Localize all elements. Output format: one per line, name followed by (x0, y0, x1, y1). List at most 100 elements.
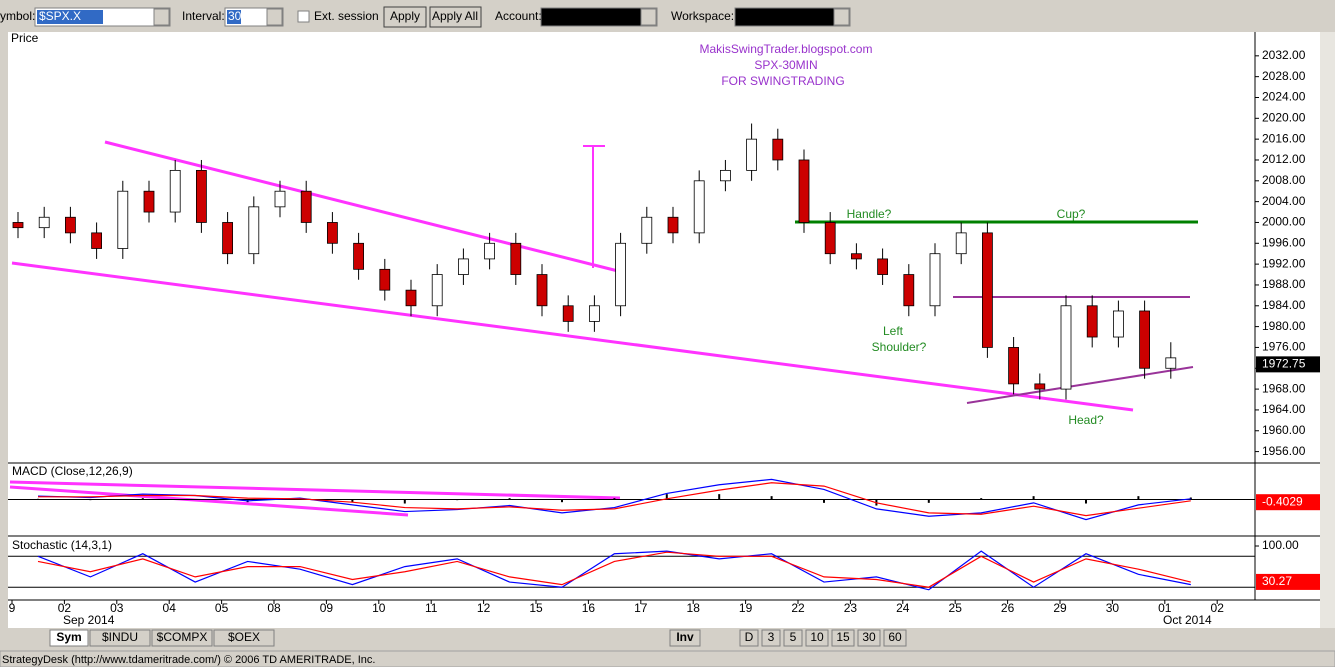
x-tick-label: 09 (320, 601, 334, 615)
candle-body (955, 232, 967, 255)
y-tick-label: 2016.00 (1262, 131, 1306, 145)
period-button[interactable] (883, 629, 907, 647)
y-tick-label: 1988.00 (1262, 277, 1306, 291)
last-price-label: 1972.75 (1262, 357, 1306, 371)
tab-label: $COMPX (157, 630, 208, 644)
candle-body (65, 216, 76, 234)
status-bar (0, 650, 1335, 667)
candle-body (195, 169, 207, 223)
apply-button[interactable] (383, 6, 427, 28)
tab-label: Sym (56, 630, 81, 644)
x-tick-label: 03 (110, 601, 124, 615)
candle-body (484, 242, 496, 260)
tab[interactable] (89, 629, 151, 647)
status-text: StrategyDesk (http://www.tdameritrade.co… (2, 654, 375, 666)
annotation: Handle? (847, 207, 892, 221)
y-tick-label: 1976.00 (1262, 340, 1306, 354)
candle-body (379, 268, 391, 291)
annotation: MakisSwingTrader.blogspot.com (700, 42, 873, 56)
x-tick-label: 16 (582, 601, 596, 615)
tab-label: $INDU (102, 630, 138, 644)
candle-body (720, 169, 731, 182)
apply-text: Apply (390, 9, 420, 23)
macd-line (37, 478, 1191, 521)
x-tick-label: 02 (1211, 601, 1225, 615)
macd-last-label: -0.4029 (1262, 494, 1303, 508)
candle-body (274, 190, 286, 208)
month-label: Oct 2014 (1163, 613, 1212, 627)
period-label: 15 (836, 630, 850, 644)
period-label: 10 (810, 630, 824, 644)
candle-body (12, 222, 24, 229)
dropdown-button[interactable] (266, 8, 283, 26)
macd-trend-line (9, 485, 409, 517)
candle-body (353, 242, 365, 270)
checkbox[interactable] (297, 10, 310, 23)
interval-value: 30 (228, 9, 242, 23)
left-gutter (0, 32, 8, 628)
y-tick-label: 1956.00 (1262, 444, 1306, 458)
chart-area (8, 32, 1320, 628)
k-line (37, 550, 1191, 591)
account-label: Account: (495, 9, 542, 23)
apply-all-button[interactable] (429, 6, 482, 28)
candle-body (982, 232, 993, 348)
x-tick-label: 17 (634, 601, 648, 615)
period-button[interactable] (761, 629, 781, 647)
candle-body (589, 305, 600, 322)
period-label: D (745, 630, 754, 644)
period-label: 60 (888, 630, 902, 644)
period-button[interactable] (783, 629, 803, 647)
scrollbar[interactable] (1320, 32, 1335, 628)
dropdown-button[interactable] (153, 8, 170, 26)
candle-body (457, 258, 469, 275)
dropdown-button[interactable] (640, 8, 657, 26)
period-button[interactable] (805, 629, 829, 647)
candle-body (1165, 357, 1177, 369)
x-tick-label: 02 (58, 601, 72, 615)
tab[interactable] (151, 629, 213, 647)
period-label: 3 (768, 630, 775, 644)
period-button[interactable] (669, 629, 701, 647)
y-tick-label: 2024.00 (1262, 90, 1306, 104)
period-button[interactable] (857, 629, 881, 647)
candle-body (117, 190, 129, 249)
period-label: Inv (676, 630, 694, 644)
x-tick-label: 9 (9, 601, 16, 615)
x-tick-label: 24 (896, 601, 910, 615)
panel-title: Stochastic (14,3,1) (12, 538, 112, 552)
candle-body (510, 242, 522, 275)
candle-body (877, 258, 888, 275)
period-button[interactable] (739, 629, 759, 647)
x-tick-label: 29 (1053, 601, 1067, 615)
panel-title: Price (11, 31, 39, 45)
x-tick-label: 05 (215, 601, 229, 615)
trend-line (104, 140, 623, 274)
candle-body (326, 222, 338, 244)
tab[interactable] (213, 629, 275, 647)
dropdown-button[interactable] (833, 8, 850, 26)
account-box[interactable] (540, 7, 658, 27)
period-button[interactable] (831, 629, 855, 647)
workspace-box[interactable] (734, 7, 851, 27)
period-label: 5 (790, 630, 797, 644)
candle-body (143, 190, 155, 213)
candle-body (1060, 305, 1072, 390)
x-tick-label: 04 (163, 601, 177, 615)
tab[interactable] (49, 629, 89, 647)
candle-body (1086, 305, 1098, 338)
candle-body (431, 274, 443, 307)
candle-body (562, 305, 574, 322)
x-tick-label: 15 (529, 601, 543, 615)
interval-label: Interval: (182, 9, 225, 23)
y-tick-label: 2000.00 (1262, 215, 1306, 229)
neckline (966, 366, 1194, 404)
tab-bar (0, 628, 1335, 650)
x-tick-label: 25 (949, 601, 963, 615)
macd-last-box (1256, 494, 1320, 511)
x-tick-label: 19 (739, 601, 753, 615)
x-tick-label: 23 (844, 601, 858, 615)
interval-highlight (227, 10, 241, 24)
candle-body (824, 222, 836, 255)
